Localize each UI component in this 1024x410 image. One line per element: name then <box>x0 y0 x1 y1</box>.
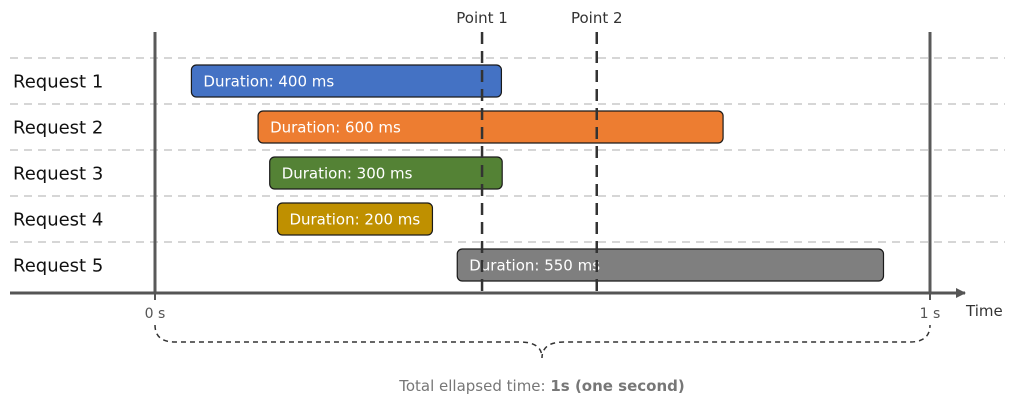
duration-bars: Duration: 400 ms Duration: 600 ms Duration… <box>190 64 885 282</box>
request-labels: Request 1 Request 2 Request 3 Request 4 Requ… <box>13 72 103 277</box>
request-label: Request 4 <box>13 210 103 231</box>
axis-title: Time <box>965 302 1003 320</box>
total-time-brace <box>154 324 931 359</box>
duration-label: Duration: 400 ms <box>203 73 334 91</box>
request-bar-5: Duration: 550 ms <box>456 248 885 282</box>
axis-end-label: 1 s <box>920 306 941 322</box>
point-label: Point 1 <box>456 9 508 27</box>
total-elapsed-value: 1s (one second) <box>550 377 684 395</box>
duration-label: Duration: 300 ms <box>282 165 413 183</box>
request-bar-4: Duration: 200 ms <box>276 202 434 236</box>
request-label: Request 2 <box>13 118 103 139</box>
duration-bar <box>269 156 503 190</box>
axis-start-label: 0 s <box>145 306 166 322</box>
duration-label: Duration: 600 ms <box>270 119 401 137</box>
point-label: Point 2 <box>571 9 623 27</box>
duration-bar <box>276 202 434 236</box>
row-gridlines <box>10 57 1005 243</box>
request-bar-3: Duration: 300 ms <box>269 156 503 190</box>
duration-label: Duration: 550 ms <box>469 257 600 275</box>
request-label: Request 1 <box>13 72 103 93</box>
time-points: Point 1 Point 2 <box>456 9 623 293</box>
duration-bar <box>190 64 503 98</box>
duration-label: Duration: 200 ms <box>289 211 420 229</box>
request-bar-2: Duration: 600 ms <box>257 110 724 144</box>
request-bar-1: Duration: 400 ms <box>190 64 503 98</box>
total-elapsed-time: Total ellapsed time: 1s (one second) <box>398 377 685 395</box>
duration-bar <box>257 110 724 144</box>
request-label: Request 3 <box>13 164 103 185</box>
total-elapsed-prefix: Total ellapsed time: <box>398 377 550 395</box>
request-label: Request 5 <box>13 256 103 277</box>
duration-bar <box>456 248 885 282</box>
